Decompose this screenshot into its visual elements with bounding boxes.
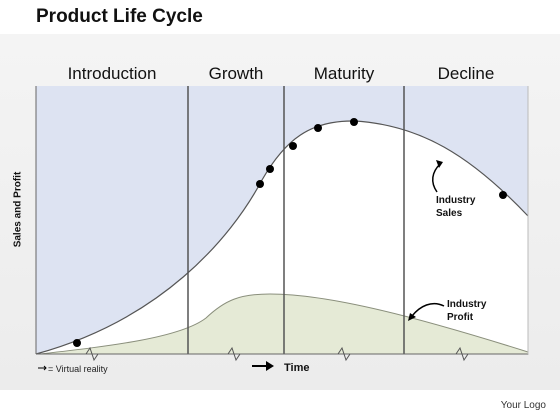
industry-sales-line1: Industry [436,195,476,206]
industry-sales-line2: Sales [436,208,463,219]
legend-text: = Virtual reality [48,364,108,374]
sales-marker [73,339,81,347]
squiggle-break-icon [455,346,469,362]
industry-sales-label: Industry Sales [436,194,475,220]
stage-label-maturity: Maturity [313,64,375,83]
industry-profit-label: Industry Profit [447,298,486,324]
sales-curve [35,120,529,355]
curved-arrow-icon [432,163,441,193]
industry-profit-line2: Profit [447,312,474,323]
legend-arrow-icon [38,365,47,371]
sales-marker [499,191,507,199]
stage-label-growth: Growth [208,64,264,83]
sales-marker [256,180,264,188]
stage-label-introduction: Introduction [67,64,157,83]
industry-profit-line1: Industry [447,299,487,310]
legend: = Virtual reality [36,364,108,374]
curved-arrow-icon [436,160,443,168]
curved-arrow-icon [411,302,445,317]
sales-marker [314,124,322,132]
sales-marker [350,118,358,126]
stage-label-decline: Decline [437,64,495,83]
squiggle-break-icon [227,346,241,362]
squiggle-break-icon [85,346,99,362]
logo-text: Your Logo [500,400,546,411]
arrow-right-icon [266,361,274,371]
y-axis-label: Sales and Profit [12,171,24,248]
sales-marker [289,142,297,150]
x-axis-label: Time [284,362,310,374]
sales-region-fill [36,86,528,354]
sales-marker [266,165,274,173]
squiggle-break-icon [337,346,351,362]
y-axis-label-wrap: Sales and Profit [10,150,24,270]
slide-title: Product Life Cycle [36,6,203,27]
curved-arrow-icon [408,313,416,321]
